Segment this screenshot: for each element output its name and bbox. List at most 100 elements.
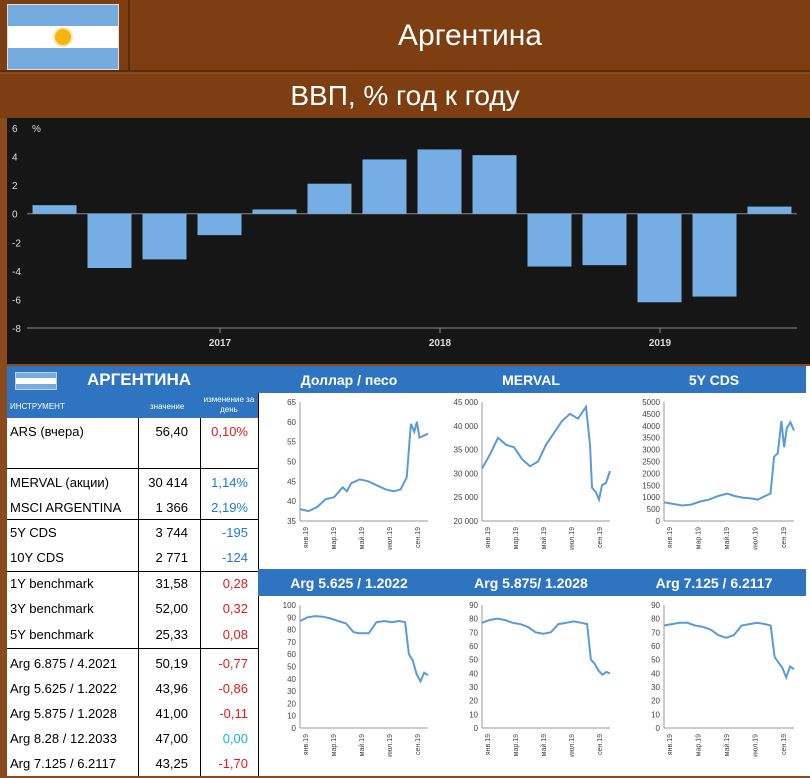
x-tick-label: 2019 bbox=[649, 338, 672, 349]
x-tick-label: 2018 bbox=[429, 338, 452, 349]
x-tick-label: май.19 bbox=[358, 734, 366, 756]
y-tick-label: 1000 bbox=[642, 493, 660, 502]
row-name: 1Y benchmark bbox=[10, 576, 94, 591]
x-tick-label: янв.19 bbox=[485, 734, 492, 755]
row-name: Arg 8.28 / 12.2033 bbox=[10, 731, 117, 746]
y-tick-label: 80 bbox=[651, 615, 660, 624]
x-tick-label: май.19 bbox=[540, 527, 548, 549]
row-value: 52,00 bbox=[155, 601, 188, 616]
line-chart-5y-cds: 5000450040003500300025002000150010005000… bbox=[642, 398, 795, 550]
line-chart-arg-7125: 90 80 70 60 50 40 30 20 10 0 янв.19 мар.19 май.19 июл… bbox=[651, 601, 795, 757]
gdp-bar bbox=[417, 149, 462, 214]
y-tick-label: 40 bbox=[287, 497, 296, 506]
series-line bbox=[299, 421, 429, 513]
gdp-bar-chart: 6 4 2 0 -2 -4 -6 -8% 2017 2018 2019 bbox=[7, 118, 810, 364]
series-line bbox=[481, 617, 611, 677]
x-tick-label: мар.19 bbox=[513, 734, 520, 756]
row-change: 0,00 bbox=[222, 731, 248, 746]
y-tick-label: 0 bbox=[656, 724, 661, 733]
gdp-bar bbox=[142, 213, 187, 260]
x-tick-label: июл.19 bbox=[569, 527, 576, 550]
x-tick-label: янв.19 bbox=[485, 527, 492, 548]
row-change: 0,32 bbox=[222, 601, 248, 616]
y-tick-label: 50 bbox=[469, 656, 478, 665]
y-tick-label: 4000 bbox=[642, 422, 660, 431]
argentina-flag-small-icon bbox=[15, 372, 57, 390]
x-tick-label: июл.19 bbox=[753, 734, 760, 757]
y-tick-label: -4 bbox=[12, 267, 21, 278]
x-tick-label: янв.19 bbox=[303, 734, 310, 755]
row-name: Arg 5.875 / 1.2028 bbox=[10, 706, 117, 721]
y-tick-label: 500 bbox=[647, 505, 661, 514]
y-tick-label: 20 bbox=[287, 699, 296, 708]
y-tick-label: 10 bbox=[287, 712, 296, 721]
row-value: 1 366 bbox=[155, 500, 188, 515]
panel-title: MERVAL bbox=[440, 366, 622, 393]
row-name: Arg 5.625 / 1.2022 bbox=[10, 681, 117, 696]
row-name: MSCI ARGENTINA bbox=[10, 500, 122, 515]
row-change: -0,86 bbox=[218, 681, 248, 696]
y-tick-label: 55 bbox=[287, 438, 296, 447]
y-tick-label: 2000 bbox=[642, 469, 660, 478]
y-tick-label: 10 bbox=[469, 710, 478, 719]
y-tick-label: 40 bbox=[287, 675, 296, 684]
panel-title: 5Y CDS bbox=[622, 366, 806, 393]
row-change: -0,77 bbox=[218, 656, 248, 671]
y-tick-label: 20 000 bbox=[454, 517, 479, 526]
row-value: 50,19 bbox=[155, 656, 188, 671]
row-name: MERVAL (акции) bbox=[10, 475, 109, 490]
x-tick-label: янв.19 bbox=[303, 527, 310, 548]
series-line bbox=[663, 420, 795, 507]
y-tick-label: 60 bbox=[651, 642, 660, 651]
row-divider bbox=[7, 571, 258, 572]
y-tick-label: 20 bbox=[469, 697, 478, 706]
column-divider bbox=[138, 418, 139, 776]
row-value: 41,00 bbox=[155, 706, 188, 721]
header-bar bbox=[0, 0, 810, 72]
y-tick-label: 50 bbox=[287, 663, 296, 672]
argentina-flag-icon bbox=[7, 4, 119, 70]
row-value: 31,58 bbox=[155, 576, 188, 591]
x-tick-label: сен.19 bbox=[781, 734, 788, 755]
x-tick-label: май.19 bbox=[723, 527, 731, 549]
row-name: Arg 6.875 / 4.2021 bbox=[10, 656, 117, 671]
row-value: 47,00 bbox=[155, 731, 188, 746]
gdp-bar bbox=[252, 209, 297, 214]
column-header-row: ИНСТРУМЕНТ значение изменение за день bbox=[7, 394, 258, 418]
y-tick-label: 3500 bbox=[642, 434, 660, 443]
y-tick-label: 70 bbox=[287, 638, 296, 647]
y-tick-label: 80 bbox=[287, 626, 296, 635]
page-title: Аргентина bbox=[128, 0, 810, 72]
y-tick-label: 3000 bbox=[642, 446, 660, 455]
column-divider bbox=[200, 418, 201, 776]
gdp-bar bbox=[747, 206, 792, 214]
y-tick-label: 90 bbox=[469, 601, 478, 610]
x-tick-label: май.19 bbox=[540, 734, 548, 756]
row-value: 2 771 bbox=[155, 550, 188, 565]
row-divider bbox=[7, 519, 258, 520]
y-tick-label: 40 bbox=[469, 669, 478, 678]
gdp-bar bbox=[197, 213, 242, 236]
y-tick-label: -6 bbox=[12, 295, 21, 306]
gdp-bar bbox=[362, 159, 407, 214]
gdp-bar bbox=[87, 213, 132, 268]
y-tick-label: 2500 bbox=[642, 458, 660, 467]
y-tick-label: 30 000 bbox=[454, 469, 479, 478]
x-tick-label: сен.19 bbox=[781, 527, 788, 548]
row-name: ARS (вчера) bbox=[10, 424, 84, 439]
gdp-bar bbox=[582, 213, 627, 266]
column-value: значение bbox=[150, 402, 185, 411]
row-value: 3 744 bbox=[155, 525, 188, 540]
y-tick-label: 70 bbox=[469, 628, 478, 637]
y-tick-label: 90 bbox=[651, 601, 660, 610]
row-value: 43,96 bbox=[155, 681, 188, 696]
gdp-title: ВВП, % год к году bbox=[0, 74, 810, 118]
y-tick-label: 0 bbox=[474, 724, 479, 733]
panel-title: Arg 7.125 / 6.2117 bbox=[622, 569, 806, 596]
row-change: -195 bbox=[221, 525, 248, 540]
y-tick-label: 70 bbox=[651, 628, 660, 637]
y-tick-label: 30 bbox=[287, 687, 296, 696]
gdp-bar bbox=[32, 205, 77, 214]
y-tick-label: 25 000 bbox=[454, 493, 479, 502]
gdp-bar bbox=[637, 213, 682, 303]
